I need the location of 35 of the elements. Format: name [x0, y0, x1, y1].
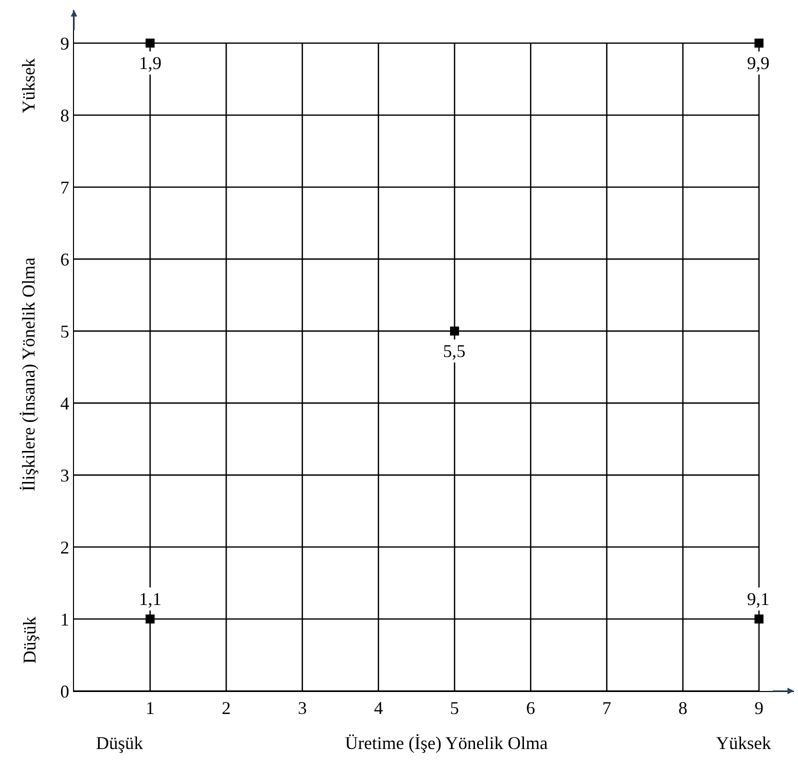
- text: Yüksek: [716, 733, 771, 753]
- y-tick-label: 6: [60, 249, 70, 270]
- x-tick-label: 5: [450, 698, 460, 718]
- text: Düşük: [19, 616, 40, 664]
- point: [146, 614, 155, 624]
- y-tick-label: 2: [60, 537, 70, 558]
- x-tick-label: 3: [298, 698, 307, 718]
- x-axis-title: Üretime (İşe) Yönelik Olma: [345, 733, 548, 753]
- point: [450, 326, 460, 336]
- x-tick-label: 6: [526, 698, 536, 718]
- x-tick-label: 1: [146, 698, 155, 718]
- x-tick-label: 7: [602, 698, 612, 718]
- y-tick-label: 8: [60, 105, 70, 126]
- annotation: 1,9: [139, 53, 162, 73]
- annotation: 9,9: [747, 53, 770, 73]
- y-tick-label: 7: [60, 177, 70, 198]
- text: Yüksek: [18, 58, 39, 114]
- y-tick-label: 3: [60, 465, 70, 486]
- x-tick-label: 9: [754, 698, 764, 718]
- x-tick-label: 2: [222, 698, 231, 718]
- x-tick-label: 8: [678, 698, 688, 718]
- annotation: 5,5: [443, 341, 466, 361]
- y-tick-label: 9: [60, 33, 70, 54]
- y-tick-label: 4: [60, 393, 70, 414]
- y-tick-label: 0: [60, 681, 70, 702]
- text: Düşük: [96, 733, 144, 753]
- point: [754, 614, 764, 624]
- annotation: 1,1: [139, 589, 162, 609]
- y-tick-label: 5: [60, 321, 70, 342]
- y-tick-label: 1: [60, 609, 70, 630]
- annotation: 9,1: [747, 589, 770, 609]
- point: [754, 38, 764, 48]
- y-axis-title: İlişkilere (İnsana) Yönelik Olma: [18, 257, 39, 492]
- x-tick-label: 4: [374, 698, 383, 718]
- point: [146, 38, 155, 48]
